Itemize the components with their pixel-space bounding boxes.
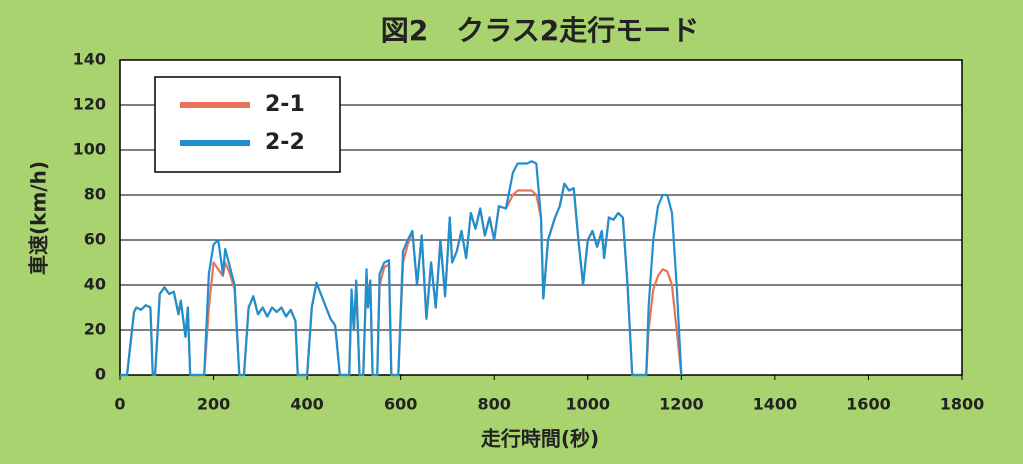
legend-label: 2-2 xyxy=(265,130,305,155)
x-tick-label: 1400 xyxy=(753,395,798,414)
y-axis-label: 車速(km/h) xyxy=(27,161,51,275)
x-tick-label: 1800 xyxy=(940,395,985,414)
x-tick-label: 800 xyxy=(478,395,511,414)
y-tick-label: 20 xyxy=(84,320,106,339)
x-tick-label: 1000 xyxy=(566,395,611,414)
y-tick-label: 120 xyxy=(73,95,106,114)
y-tick-label: 0 xyxy=(95,365,106,384)
legend-box xyxy=(154,76,341,173)
y-tick-label: 80 xyxy=(84,185,106,204)
legend-label: 2-1 xyxy=(265,92,305,117)
x-tick-label: 400 xyxy=(290,395,323,414)
x-tick-label: 0 xyxy=(114,395,125,414)
x-axis-label: 走行時間(秒) xyxy=(481,427,599,451)
y-tick-label: 60 xyxy=(84,230,106,249)
y-tick-label: 100 xyxy=(73,140,106,159)
x-tick-label: 200 xyxy=(197,395,230,414)
y-tick-label: 140 xyxy=(73,50,106,69)
line-series xyxy=(120,160,683,377)
y-tick-label: 40 xyxy=(84,275,106,294)
x-tick-label: 600 xyxy=(384,395,417,414)
chart-title: 図2 クラス2走行モード xyxy=(381,14,699,47)
x-tick-label: 1200 xyxy=(659,395,704,414)
x-tick-label: 1600 xyxy=(846,395,891,414)
